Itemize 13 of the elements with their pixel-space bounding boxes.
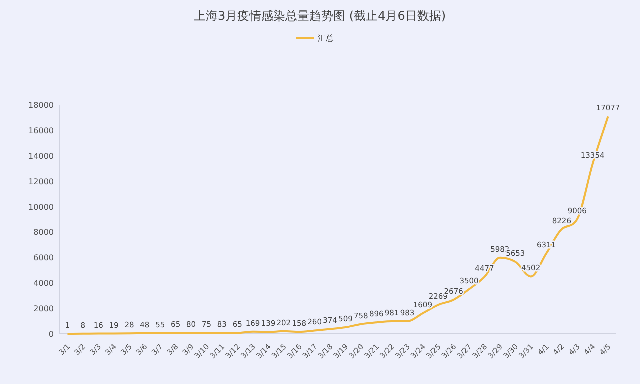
y-tick-label: 8000: [34, 228, 54, 238]
line-series: [66, 116, 610, 335]
chart-title: 上海3月疫情感染总量趋势图 (截止4月6日数据): [194, 9, 446, 23]
y-tick-label: 4000: [34, 279, 54, 288]
y-tick-label: 16000: [28, 126, 54, 136]
y-tick-label: 2000: [34, 304, 54, 314]
y-tick-label: 14000: [28, 152, 54, 161]
y-tick-label: 12000: [28, 177, 54, 186]
legend-label: 汇总: [318, 34, 334, 43]
y-tick-label: 6000: [34, 254, 54, 263]
y-tick-label: 10000: [28, 202, 54, 212]
y-tick-label: 18000: [28, 101, 54, 110]
y-tick-label: 0: [48, 330, 54, 339]
